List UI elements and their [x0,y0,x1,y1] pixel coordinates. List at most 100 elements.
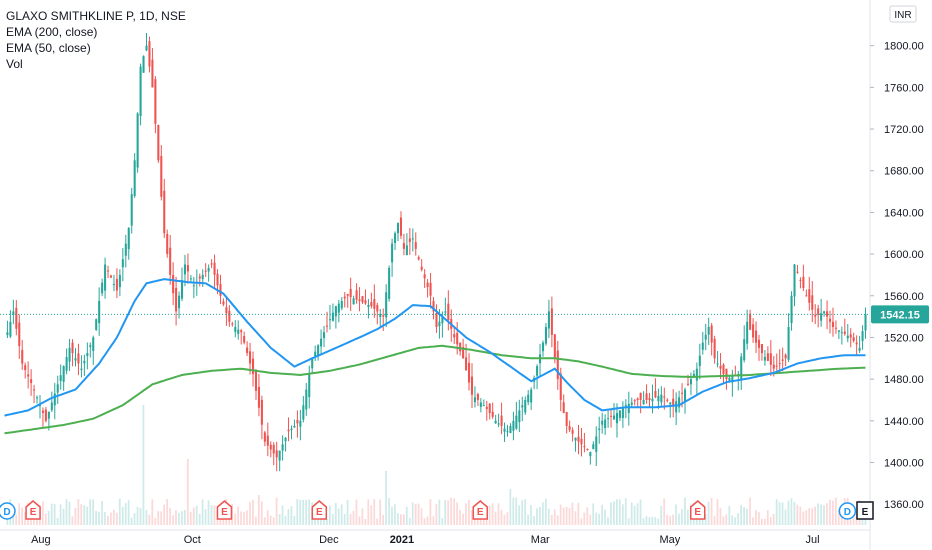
candle-body[interactable] [512,420,515,431]
candle-body[interactable] [44,409,47,421]
candle-body[interactable] [524,399,527,413]
earnings-marker[interactable] [311,500,328,520]
candle-body[interactable] [467,362,471,383]
candle-body[interactable] [423,274,426,279]
candle-body[interactable] [592,444,595,450]
candle-body[interactable] [62,366,65,382]
candle-body[interactable] [817,308,820,315]
dividend-marker[interactable] [0,502,16,520]
candle-body[interactable] [766,353,769,361]
candle-body[interactable] [178,295,181,309]
candle-body[interactable] [636,398,639,400]
candle-body[interactable] [346,294,349,296]
candle-body[interactable] [314,351,317,357]
candle-body[interactable] [577,436,580,442]
candle-body[interactable] [15,307,18,329]
candle-body[interactable] [530,389,533,403]
candle-body[interactable] [311,358,314,369]
candle-body[interactable] [142,56,145,73]
candle-body[interactable] [864,314,867,331]
candle-body[interactable] [574,437,577,441]
candle-body[interactable] [553,334,556,359]
candle-body[interactable] [133,160,136,197]
candle-body[interactable] [465,357,468,371]
candle-body[interactable] [222,301,225,305]
candle-body[interactable] [101,282,104,294]
candle-body[interactable] [624,405,627,407]
candle-body[interactable] [243,335,246,343]
candle-body[interactable] [115,278,118,291]
candle-body[interactable] [33,389,36,391]
candle-body[interactable] [414,242,417,249]
candle-body[interactable] [749,313,752,330]
candle-body[interactable] [757,339,761,348]
candle-body[interactable] [373,299,376,309]
candle-body[interactable] [80,368,83,371]
candle-body[interactable] [491,411,494,417]
candle-body[interactable] [317,345,320,356]
candle-body[interactable] [683,389,687,402]
candle-body[interactable] [719,365,722,369]
candle-body[interactable] [56,384,59,393]
candle-body[interactable] [385,292,388,318]
candle-body[interactable] [121,259,124,268]
candle-body[interactable] [618,410,621,418]
candle-body[interactable] [237,329,240,334]
symbol-title[interactable]: GLAXO SMITHKLINE P, 1D, NSE [6,9,186,23]
candle-body[interactable] [284,437,287,442]
candle-body[interactable] [148,41,151,67]
candle-body[interactable] [710,325,713,343]
candle-body[interactable] [130,194,133,226]
candle-body[interactable] [675,401,678,413]
candle-body[interactable] [645,393,648,400]
candle-body[interactable] [805,295,808,297]
candle-body[interactable] [610,415,613,417]
candle-body[interactable] [154,79,157,124]
candle-body[interactable] [692,373,695,377]
candle-body[interactable] [698,355,701,366]
candle-body[interactable] [760,344,763,354]
candle-body[interactable] [784,354,787,359]
candle-body[interactable] [204,270,207,272]
candle-body[interactable] [689,379,692,385]
candle-body[interactable] [249,351,252,364]
candle-body[interactable] [826,311,829,317]
candle-body[interactable] [666,399,669,401]
candle-body[interactable] [607,418,610,420]
candle-body[interactable] [275,450,278,458]
candle-body[interactable] [68,347,71,362]
candle-body[interactable] [731,376,734,383]
candle-body[interactable] [470,376,474,395]
candle-body[interactable] [210,263,213,265]
earnings-marker[interactable] [472,500,488,520]
candle-body[interactable] [843,331,846,334]
candle-body[interactable] [639,392,642,400]
candle-body[interactable] [260,399,263,425]
candle-body[interactable] [394,233,397,243]
candle-body[interactable] [408,238,411,242]
candle-body[interactable] [743,339,746,361]
candle-body[interactable] [109,275,113,278]
candle-body[interactable] [269,444,272,450]
candle-body[interactable] [852,337,855,341]
candle-body[interactable] [494,420,497,424]
candle-body[interactable] [849,334,852,338]
candle-body[interactable] [435,312,438,328]
candle-body[interactable] [364,300,367,304]
candle-body[interactable] [669,402,672,405]
candle-body[interactable] [358,299,361,301]
dividend-marker[interactable] [838,502,857,520]
candle-body[interactable] [12,311,15,315]
candle-body[interactable] [740,356,743,381]
candle-body[interactable] [595,436,598,452]
candle-body[interactable] [846,335,849,339]
candle-body[interactable] [65,356,68,371]
candle-body[interactable] [320,338,323,347]
candle-body[interactable] [272,444,275,454]
candle-body[interactable] [562,402,565,413]
candle-body[interactable] [420,266,423,270]
candle-body[interactable] [299,420,302,427]
candle-body[interactable] [169,247,172,275]
candle-body[interactable] [361,296,364,303]
candle-body[interactable] [722,364,725,374]
